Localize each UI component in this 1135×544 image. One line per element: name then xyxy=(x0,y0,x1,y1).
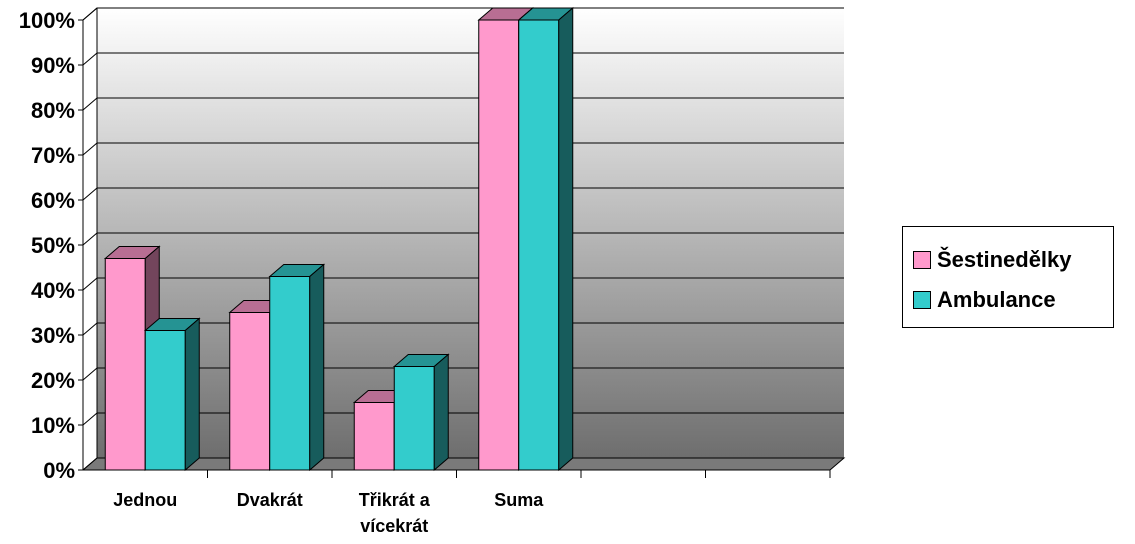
y-tick-label: 90% xyxy=(31,53,75,78)
y-tick-label: 20% xyxy=(31,368,75,393)
x-tick-label: Třikrát a vícekrát xyxy=(359,490,431,536)
bar-side xyxy=(558,6,574,472)
bar-front xyxy=(144,330,186,471)
bar-front xyxy=(518,19,560,471)
y-tick-label: 10% xyxy=(31,413,75,438)
bar-front xyxy=(229,312,271,471)
y-tick-label: 40% xyxy=(31,278,75,303)
top-edge xyxy=(82,7,98,21)
y-tick-label: 50% xyxy=(31,233,75,258)
bar-front xyxy=(104,258,146,471)
bar-front xyxy=(269,276,311,471)
bar-side xyxy=(433,353,449,472)
y-tick-label: 70% xyxy=(31,143,75,168)
bar-side xyxy=(309,263,325,472)
x-tick-label: Suma xyxy=(494,490,544,510)
bar xyxy=(392,353,450,472)
legend-item-ambulance: Ambulance xyxy=(913,287,1056,313)
bar-front xyxy=(478,19,520,471)
bar-front xyxy=(393,366,435,471)
bar xyxy=(268,263,326,472)
legend: Šestinedělky Ambulance xyxy=(902,226,1114,328)
legend-swatch-sestinedelky xyxy=(913,251,931,269)
y-tick-label: 60% xyxy=(31,188,75,213)
y-tick-label: 80% xyxy=(31,98,75,123)
bar xyxy=(517,6,575,472)
legend-label-sestinedelky: Šestinedělky xyxy=(937,247,1072,272)
y-tick-label: 30% xyxy=(31,323,75,348)
legend-item-sestinedelky: Šestinedělky xyxy=(913,247,1072,273)
bar-side xyxy=(184,317,200,472)
legend-swatch-ambulance xyxy=(913,291,931,309)
legend-label-ambulance: Ambulance xyxy=(937,287,1056,312)
y-tick-label: 0% xyxy=(43,458,75,483)
x-tick-label: Jednou xyxy=(113,490,177,510)
bar-front xyxy=(353,402,395,471)
bar xyxy=(143,317,201,472)
x-tick-label: Dvakrát xyxy=(237,490,303,510)
y-tick-label: 100% xyxy=(19,8,75,33)
